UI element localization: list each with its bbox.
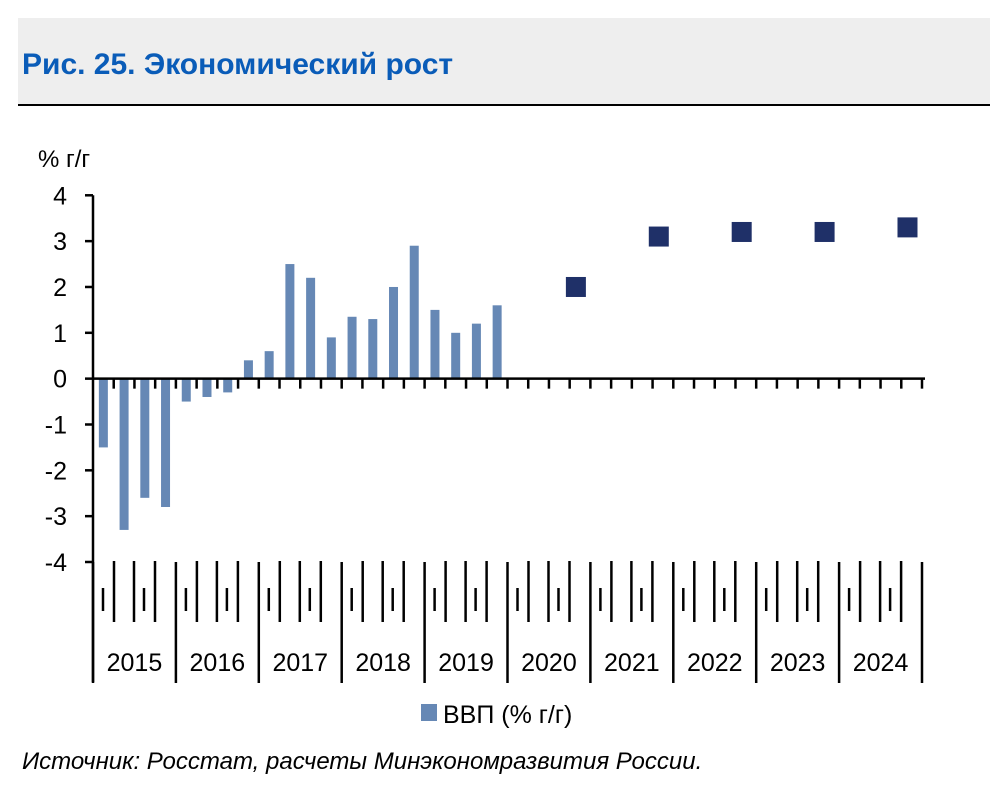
bar [306,277,316,379]
year-label: 2016 [190,649,246,677]
legend-label: ВВП (% г/г) [443,701,572,729]
forecast-marker [731,221,752,242]
bar [119,378,129,530]
forecast-marker [897,217,918,238]
year-label: 2020 [521,649,577,677]
year-label: 2021 [604,649,660,677]
y-tick-label: -1 [45,411,67,439]
bar [264,351,274,379]
year-label: 2022 [687,649,743,677]
bar [326,337,336,379]
bar [471,323,481,379]
year-label: 2019 [438,649,494,677]
forecast-marker [814,221,835,242]
y-tick-label: 3 [53,228,67,256]
y-tick-label: -2 [45,457,67,485]
bar [161,378,171,507]
bar [451,332,461,379]
legend-swatch [421,704,437,721]
bar [409,245,419,379]
y-axis-unit: % г/г [38,146,91,173]
forecast-marker [565,276,586,297]
chart-header: Рис. 25. Экономический рост [18,18,990,106]
bar [202,378,212,397]
bar [243,360,253,379]
year-label: 2023 [770,649,826,677]
y-tick-label: 1 [53,320,67,348]
source-note: Источник: Росстат, расчеты Минэкономразв… [22,748,703,775]
year-label: 2017 [272,649,328,677]
bar [140,378,150,498]
year-label: 2024 [853,649,909,677]
bar [492,305,502,379]
y-tick-label: 4 [53,182,67,210]
chart-title: Рис. 25. Экономический рост [22,48,454,81]
bar [368,319,378,379]
year-label: 2015 [107,649,163,677]
bar [98,378,108,448]
y-tick-label: 2 [53,274,67,302]
year-label: 2018 [355,649,411,677]
bar [285,264,295,379]
bar [389,286,399,379]
y-tick-label: -4 [45,549,67,577]
bar [430,309,440,379]
bar [223,378,233,393]
y-tick-label: -3 [45,503,67,531]
y-tick-label: 0 [53,366,67,394]
bar [347,316,357,379]
bar [181,378,191,402]
forecast-marker [648,226,669,247]
